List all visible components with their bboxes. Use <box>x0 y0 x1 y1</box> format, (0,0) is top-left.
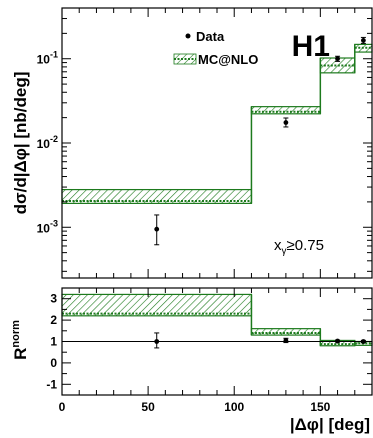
ratio-y-tick-label: -1 <box>46 377 57 391</box>
top-y-tick-label: 10-1 <box>37 50 58 67</box>
top-y-axis-title: dσ/d|Δφ| [nb/deg] <box>11 72 30 215</box>
ratio-mc-band-bin <box>61 293 253 317</box>
legend-data-label: Data <box>196 29 225 44</box>
ratio-y-tick-label: 3 <box>50 292 57 306</box>
ratio-plot-frame <box>61 287 373 396</box>
top-y-tick-label: 10-3 <box>37 218 58 235</box>
xgamma-cut-annotation: xγ≥0.75 <box>274 237 324 257</box>
ratio-data-point <box>335 338 340 344</box>
x-tick-label: 0 <box>59 400 66 414</box>
legend-mc-label: MC@NLO <box>198 52 258 67</box>
top-panel: 10-3 10-2 10-1 dσ/d|Δφ| [nb/deg] H1 Data M… <box>11 7 373 279</box>
experiment-label: H1 <box>292 30 330 63</box>
top-data-point <box>335 56 340 62</box>
top-tick-layer: 10-3 10-2 10-1 <box>37 7 373 278</box>
top-y-tick-label: 10-2 <box>37 134 58 151</box>
top-plot-frame <box>61 7 373 279</box>
top-data-point <box>283 120 289 125</box>
ratio-mc-band-layer <box>61 293 373 347</box>
ratio-y-tick-label: 0 <box>50 356 57 370</box>
top-mc-band-layer <box>61 43 373 204</box>
ratio-data-point <box>283 338 289 343</box>
legend-data-marker <box>185 33 191 39</box>
ratio-y-axis-title: Rnorm <box>10 320 30 360</box>
top-mc-band-bin <box>250 106 321 115</box>
x-tick-label: 100 <box>224 400 244 414</box>
ratio-y-tick-label: 2 <box>50 313 57 327</box>
x-axis-title: |Δφ| [deg] <box>290 415 370 434</box>
top-data-point <box>154 226 160 232</box>
top-data-point <box>360 38 366 43</box>
top-data-layer <box>154 36 366 246</box>
ratio-mc-band-bin <box>250 328 321 336</box>
ratio-y-tick-label: 1 <box>50 335 57 349</box>
ratio-data-point <box>154 339 160 344</box>
x-tick-label: 50 <box>141 400 155 414</box>
legend: Data MC@NLO <box>173 29 258 67</box>
x-tick-label: 150 <box>310 400 330 414</box>
